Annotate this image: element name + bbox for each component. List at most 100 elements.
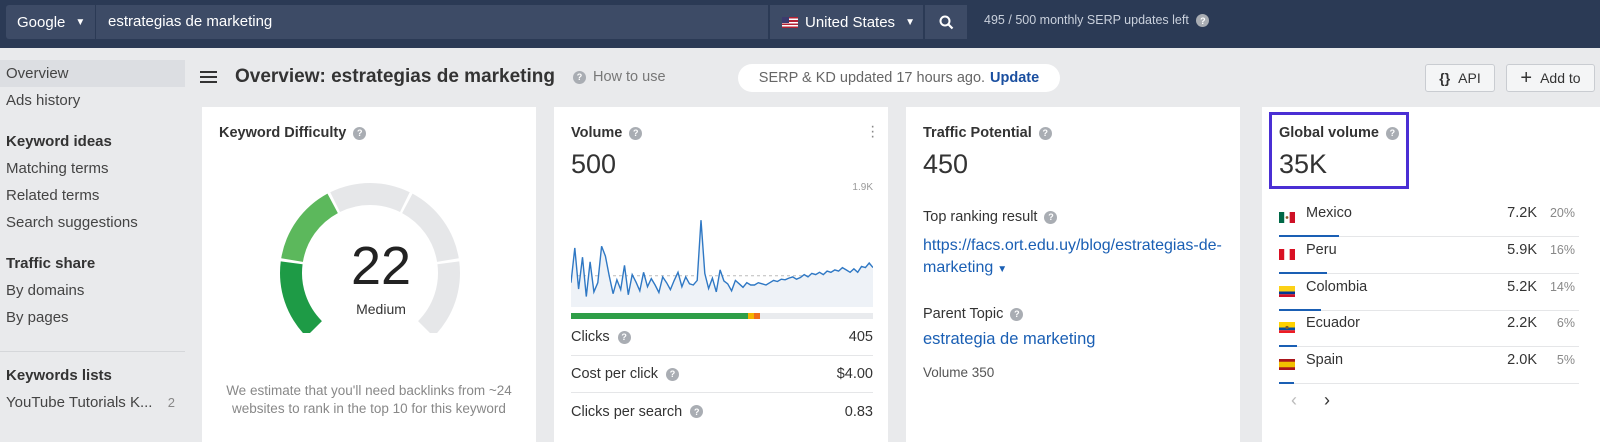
gv-value: 35K xyxy=(1279,149,1328,179)
help-icon[interactable]: ? xyxy=(1385,126,1399,140)
sidebar-item-overview[interactable]: Overview xyxy=(0,60,185,87)
search-engine-label: Google xyxy=(17,13,66,31)
more-options-icon[interactable]: · · · xyxy=(870,118,876,145)
search-icon xyxy=(939,15,953,29)
quota-used: 495 xyxy=(984,13,1005,27)
country-share-bar xyxy=(1279,309,1321,311)
country-row-peru[interactable]: Peru 5.9K 16% xyxy=(1279,238,1579,274)
country-volume: 2.2K xyxy=(1507,315,1537,331)
country-row-ecuador[interactable]: Ecuador 2.2K 6% xyxy=(1279,311,1579,347)
help-icon[interactable]: ? xyxy=(629,126,643,140)
gauge-segment xyxy=(418,261,460,333)
volume-value: 500 xyxy=(571,149,617,179)
top-bar: Google ▼ estrategias de marketing United… xyxy=(0,0,1600,48)
top-result-label: Top ranking result xyxy=(923,209,1038,225)
top-result-heading: Top ranking result ? xyxy=(923,209,1058,225)
api-button[interactable]: {} API xyxy=(1425,64,1495,92)
sidebar-item-matching-terms[interactable]: Matching terms xyxy=(6,160,109,177)
quota-text: monthly SERP updates left xyxy=(1039,13,1189,27)
cps-label: Clicks per search xyxy=(571,403,683,420)
spain-flag-icon xyxy=(1279,359,1295,370)
title-row: Overview: estrategias de marketing ? How… xyxy=(200,62,666,92)
help-icon[interactable]: ? xyxy=(617,330,631,344)
chevron-down-icon[interactable]: ▼ xyxy=(997,264,1008,275)
kd-title: Keyword Difficulty xyxy=(219,125,347,141)
volume-history-chart xyxy=(571,220,873,307)
add-to-button[interactable]: + Add to xyxy=(1506,64,1595,92)
traffic-potential-card: Traffic Potential ? 450 Top ranking resu… xyxy=(906,107,1240,442)
sidebar-item-ads-history[interactable]: Ads history xyxy=(6,92,81,109)
card-title: Global volume ? xyxy=(1279,125,1399,141)
ecuador-flag-icon xyxy=(1279,322,1295,333)
keyword-difficulty-card: Keyword Difficulty ? 22 Medium We estima… xyxy=(202,107,536,442)
country-share: 16% xyxy=(1549,243,1575,257)
add-to-button-label: Add to xyxy=(1540,70,1581,86)
clicks-value: 405 xyxy=(848,329,873,345)
help-icon: ? xyxy=(572,70,586,84)
country-volume: 5.9K xyxy=(1507,242,1537,258)
help-icon[interactable]: ? xyxy=(1010,307,1024,321)
country-share: 6% xyxy=(1556,316,1575,330)
sidebar-item-related-terms[interactable]: Related terms xyxy=(6,187,100,204)
search-button[interactable] xyxy=(925,5,967,39)
sidebar-item-list[interactable]: YouTube Tutorials K... 2 xyxy=(0,389,185,416)
sidebar-item-by-domains[interactable]: By domains xyxy=(6,282,85,299)
cps-row: Clicks per search? 0.83 xyxy=(571,393,873,430)
kd-gauge xyxy=(280,183,460,333)
paid-clicks-segment xyxy=(753,313,760,319)
country-row-spain[interactable]: Spain 2.0K 5% xyxy=(1279,348,1579,384)
api-button-label: API xyxy=(1458,70,1481,86)
help-icon[interactable]: ? xyxy=(353,126,367,140)
country-name: Ecuador xyxy=(1306,315,1361,331)
menu-icon[interactable] xyxy=(200,71,217,83)
help-icon[interactable]: ? xyxy=(666,367,680,381)
sidebar-item-search-suggestions[interactable]: Search suggestions xyxy=(6,214,138,231)
sidebar-heading-keywords-lists[interactable]: Keywords lists xyxy=(6,367,112,384)
help-icon[interactable]: ? xyxy=(1038,126,1052,140)
country-row-colombia[interactable]: Colombia 5.2K 14% xyxy=(1279,275,1579,311)
serp-status: SERP & KD updated 17 hours ago. Update xyxy=(738,64,1060,92)
sidebar-heading-traffic-share[interactable]: Traffic share xyxy=(6,255,96,272)
organic-clicks-segment xyxy=(571,313,748,319)
chevron-right-icon[interactable]: › xyxy=(1324,390,1330,410)
kd-label: Medium xyxy=(356,301,406,317)
gauge-segment xyxy=(330,183,410,212)
sidebar-heading-keyword-ideas[interactable]: Keyword ideas xyxy=(6,133,112,150)
kd-note: We estimate that you'll need backlinks f… xyxy=(226,383,512,416)
update-link[interactable]: Update xyxy=(990,70,1040,86)
country-name: Mexico xyxy=(1306,205,1352,221)
tp-value: 450 xyxy=(923,149,969,179)
gauge-segment xyxy=(281,193,338,262)
country-select[interactable]: United States ▼ xyxy=(770,5,923,39)
country-share-bar xyxy=(1279,345,1297,347)
plus-icon: + xyxy=(1520,67,1533,89)
keyword-input[interactable]: estrategias de marketing xyxy=(96,5,768,39)
list-count: 2 xyxy=(167,395,175,410)
how-to-use-label: How to use xyxy=(592,69,666,85)
parent-topic-heading: Parent Topic ? xyxy=(923,306,1024,322)
help-icon[interactable]: ? xyxy=(690,405,704,418)
gauge-segment xyxy=(280,261,322,333)
how-to-use-link[interactable]: ? How to use xyxy=(572,69,666,85)
volume-title: Volume xyxy=(571,125,623,141)
clicks-distribution-bar xyxy=(571,313,873,319)
volume-card: Volume ? · · · 500 1.9K Clicks? 405 Cost p… xyxy=(554,107,888,442)
parent-topic-link[interactable]: estrategia de marketing xyxy=(923,330,1096,348)
serp-quota: 495 / 500 monthly SERP updates left ? xyxy=(984,13,1210,28)
page-title: Overview: estrategias de marketing xyxy=(235,66,555,87)
parent-topic-volume: Volume 350 xyxy=(923,365,995,380)
country-name: Colombia xyxy=(1306,279,1368,295)
country-volume: 5.2K xyxy=(1507,279,1537,295)
help-icon[interactable]: ? xyxy=(1196,14,1210,28)
chart-area xyxy=(571,220,873,307)
country-row-mexico[interactable]: Mexico 7.2K 20% xyxy=(1279,201,1579,237)
peru-flag-icon xyxy=(1279,249,1295,260)
help-icon[interactable]: ? xyxy=(1044,210,1058,224)
cpc-label: Cost per click xyxy=(571,366,659,382)
sidebar-item-by-pages[interactable]: By pages xyxy=(6,309,69,326)
chevron-left-icon[interactable]: ‹ xyxy=(1291,390,1297,410)
cpc-row: Cost per click? $4.00 xyxy=(571,356,873,393)
search-engine-select[interactable]: Google ▼ xyxy=(6,5,95,39)
top-result-link[interactable]: https://facs.ort.edu.uy/blog/estrategias… xyxy=(923,235,1228,281)
us-flag-icon xyxy=(782,16,798,28)
